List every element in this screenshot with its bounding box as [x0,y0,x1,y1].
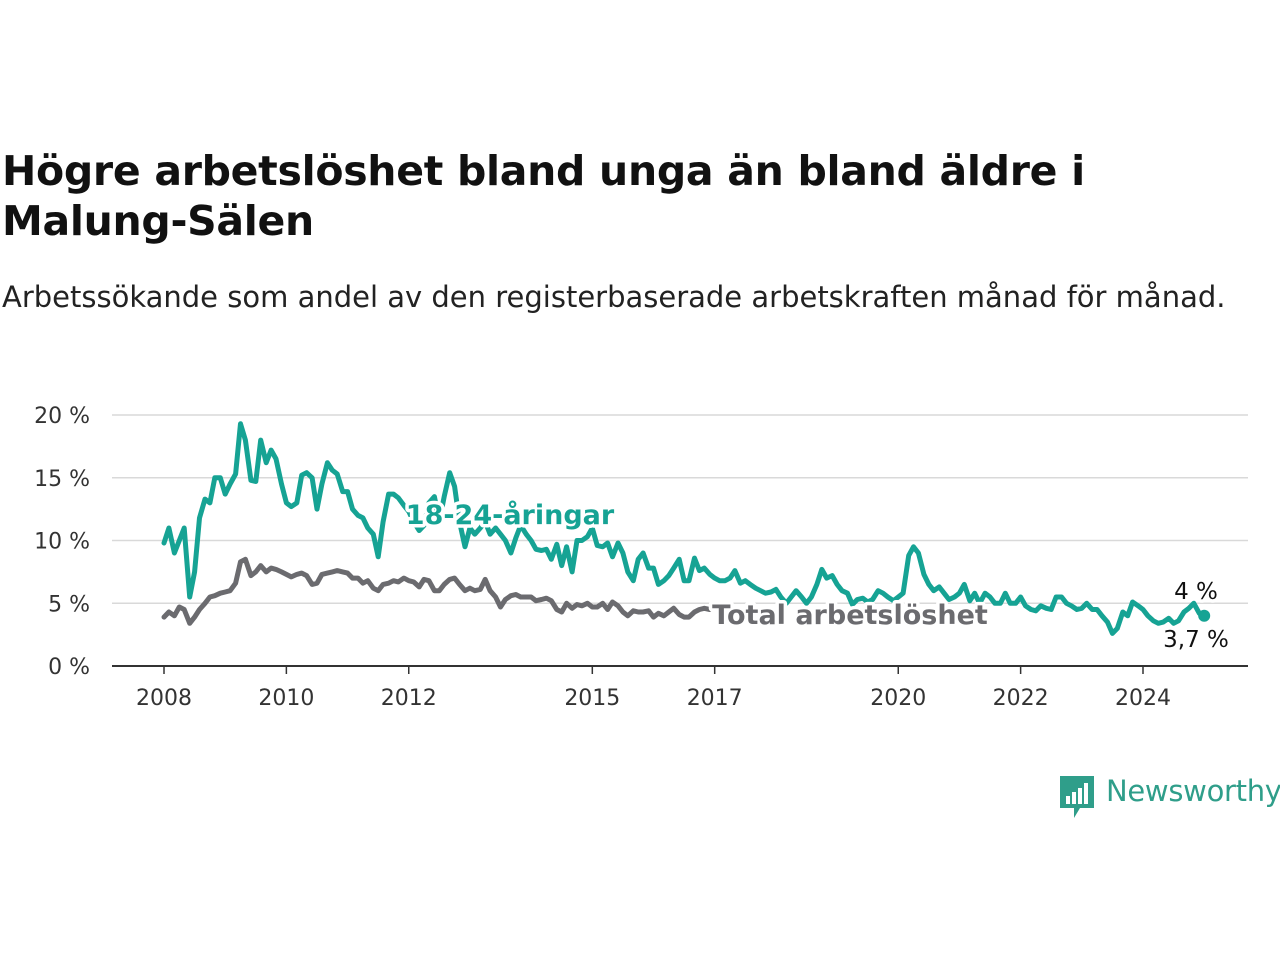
y-tick-label: 0 % [48,655,90,680]
x-tick-label: 2020 [870,686,926,711]
series-label-youth: 18-24-åringar [406,499,615,531]
x-tick-label: 2008 [136,686,192,711]
x-tick-label: 2024 [1115,686,1171,711]
y-tick-label: 5 % [48,592,90,617]
series-lines [161,421,1211,636]
chart-title: Högre arbetslöshet bland unga än bland ä… [2,147,1085,245]
chart-subtitle: Arbetssökande som andel av den registerb… [2,280,1226,314]
y-tick-label: 15 % [34,467,90,492]
series-label-total-halo: Total arbetslöshet [712,600,988,631]
end-value-label-youth: 4 % [1174,579,1218,605]
series-end-marker [1198,609,1211,622]
x-tick-label: 2015 [564,686,620,711]
series-line-total [161,556,713,626]
end-value-label-youth-halo: 4 % [1174,579,1218,605]
newsworthy-bar-chart-logo-icon [1060,776,1094,818]
end-value-label-total-halo: 3,7 % [1163,627,1229,653]
x-tick-label: 2012 [381,686,437,711]
line-chart: 0 %5 %10 %15 %20 % 2008 2010 2012 2015 2017 2… [34,404,1248,711]
x-axis-ticks: 2008 2010 2012 2015 2017 2020 2022 2024 [136,666,1171,711]
series-label-youth-halo: 18-24-åringar [406,499,615,531]
end-value-label-total: 3,7 % [1163,627,1229,653]
x-tick-label: 2017 [687,686,743,711]
y-axis-ticks: 0 % 5 % 10 % 15 % 20 % [34,404,90,680]
y-tick-label: 20 % [34,404,90,429]
y-tick-label: 10 % [34,530,90,555]
series-line-youth [161,421,1207,636]
x-tick-label: 2010 [258,686,314,711]
x-tick-label: 2022 [993,686,1049,711]
series-label-total: Total arbetslöshet [712,600,988,631]
brand-name: Newsworthy [1106,774,1280,808]
